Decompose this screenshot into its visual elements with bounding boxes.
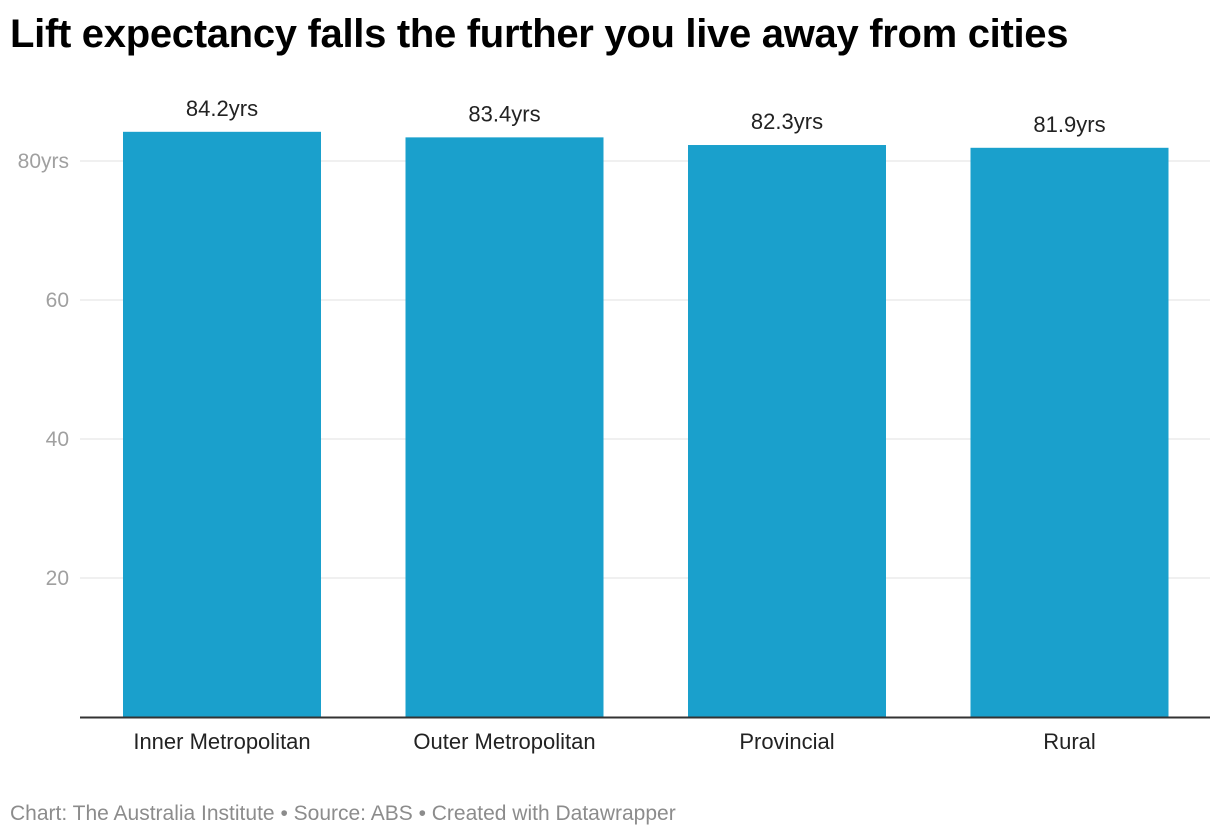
x-tick-labels: Inner Metropolitan Outer Metropolitan Prov… [133,729,1095,754]
value-labels: 84.2yrs 83.4yrs 82.3yrs 81.9yrs [186,96,1106,137]
value-label: 81.9yrs [1033,112,1105,137]
footer-separator: • [418,802,426,825]
value-label: 83.4yrs [468,101,540,126]
y-tick-label: 80yrs [18,150,69,173]
bar [405,137,604,717]
bar [123,131,321,717]
source-link[interactable]: Source: ABS [293,802,413,825]
x-tick-label: Outer Metropolitan [413,729,595,754]
chart-title: Lift expectancy falls the further you li… [10,12,1069,56]
bars [123,131,1169,718]
y-tick-label: 60 [46,289,69,312]
bar [688,145,886,717]
footer-separator: • [280,802,288,825]
chart-footer: Chart: The Australia Institute • Source:… [10,802,676,826]
datawrapper-link[interactable]: Created with Datawrapper [431,802,676,825]
chart-credit: Chart: The Australia Institute [10,802,275,825]
x-tick-label: Rural [1043,729,1096,754]
value-label: 82.3yrs [751,109,823,134]
y-tick-label: 40 [46,428,69,451]
value-label: 84.2yrs [186,96,258,121]
x-tick-label: Inner Metropolitan [133,729,310,754]
y-tick-label: 20 [46,567,69,590]
x-tick-label: Provincial [739,729,834,754]
bar-chart: 20 40 60 80yrs 84.2yrs 83.4yrs 82.3yrs 81.9yrs… [18,96,1210,754]
bar [970,147,1169,718]
